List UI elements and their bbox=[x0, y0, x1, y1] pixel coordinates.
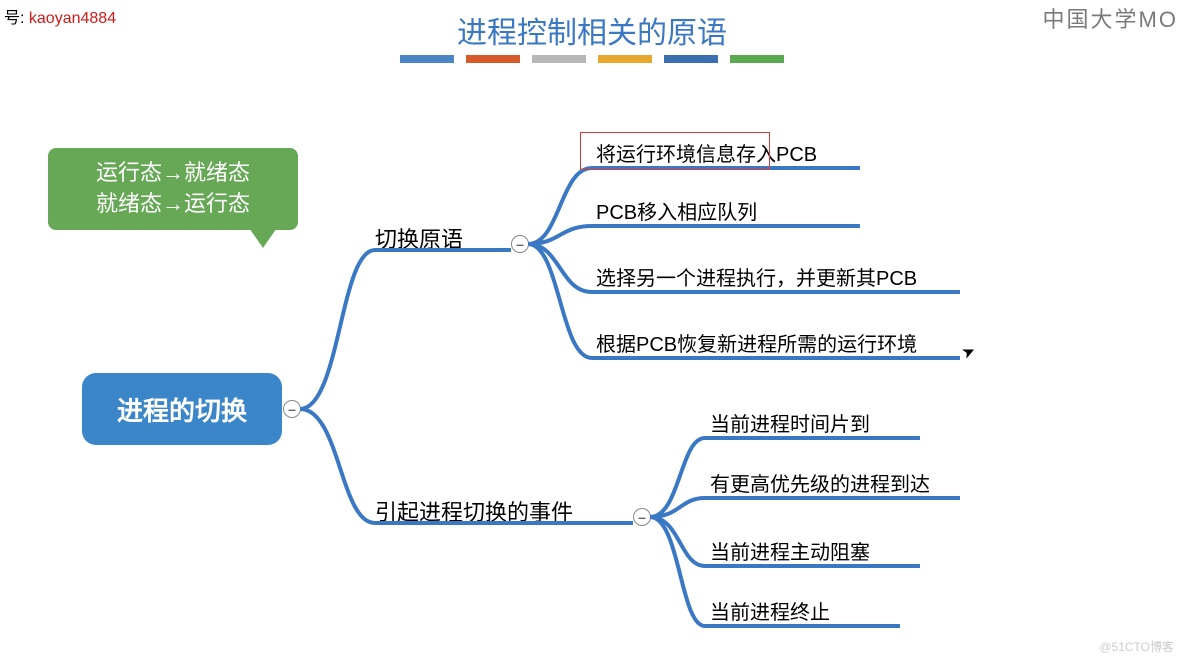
root-node: 进程的切换 bbox=[82, 373, 282, 445]
leaf-b1-2: 选择另一个进程执行，并更新其PCB bbox=[596, 262, 917, 291]
branch2-label: 引起进程切换的事件 bbox=[375, 495, 573, 527]
bar-6 bbox=[730, 55, 784, 63]
callout-tail bbox=[245, 222, 281, 248]
leaf-b2-3: 当前进程终止 bbox=[710, 596, 830, 625]
page-title: 进程控制相关的原语 bbox=[0, 8, 1184, 52]
watermark-prefix: 号: bbox=[4, 10, 24, 27]
leaf-b1-3: 根据PCB恢复新进程所需的运行环境 bbox=[596, 328, 917, 357]
bar-2 bbox=[466, 55, 520, 63]
bar-1 bbox=[400, 55, 454, 63]
watermark-top-left: 号: kaoyan4884 bbox=[4, 4, 116, 28]
mouse-cursor-icon: ➤ bbox=[958, 340, 979, 364]
callout-line-1: 运行态→就绪态 bbox=[96, 158, 250, 189]
bar-5 bbox=[664, 55, 718, 63]
callout-line-2: 就绪态→运行态 bbox=[96, 189, 250, 220]
branch1-toggle[interactable]: – bbox=[511, 235, 529, 253]
leaf-b2-1: 有更高优先级的进程到达 bbox=[710, 468, 930, 497]
state-transition-callout: 运行态→就绪态 就绪态→运行态 bbox=[48, 148, 298, 230]
watermark-top-right: 中国大学MO bbox=[1043, 2, 1178, 34]
watermark-value: kaoyan4884 bbox=[29, 10, 116, 27]
branch1-label: 切换原语 bbox=[375, 222, 463, 254]
leaf-b1-1: PCB移入相应队列 bbox=[596, 196, 757, 225]
branch2-toggle[interactable]: – bbox=[633, 508, 651, 526]
leaf-b2-2: 当前进程主动阻塞 bbox=[710, 536, 870, 565]
watermark-bottom-right: @51CTO博客 bbox=[1099, 638, 1174, 655]
root-toggle[interactable]: – bbox=[283, 400, 301, 418]
bar-4 bbox=[598, 55, 652, 63]
highlight-box bbox=[580, 132, 770, 170]
bar-3 bbox=[532, 55, 586, 63]
leaf-b2-0: 当前进程时间片到 bbox=[710, 408, 870, 437]
connector-lines bbox=[0, 0, 1184, 659]
divider-bars bbox=[0, 55, 1184, 63]
